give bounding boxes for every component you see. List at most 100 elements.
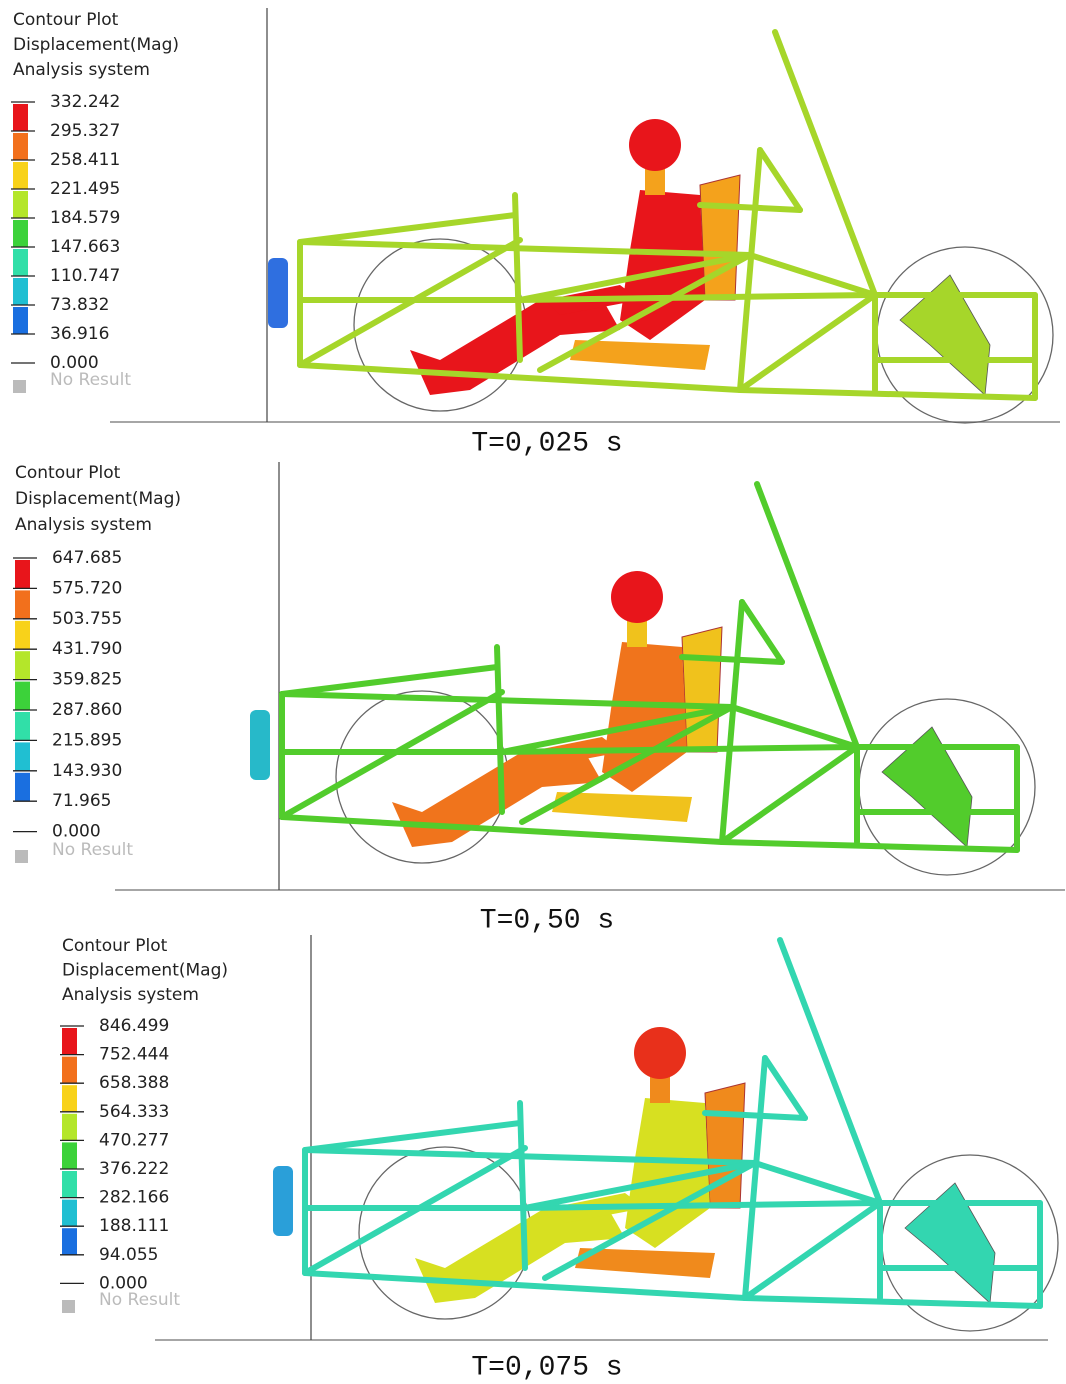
legend-title: Contour Plot: [13, 10, 119, 30]
legend-label: 359.825: [52, 670, 122, 690]
frame-tube: [722, 747, 857, 842]
legend-label: 376.222: [99, 1159, 169, 1179]
figure: Contour Plot Displacement(Mag) Analysis sy…: [0, 0, 1066, 1384]
color-swatch: [13, 249, 28, 276]
frame-tube: [745, 1203, 880, 1298]
color-swatch: [62, 1171, 77, 1198]
legend-title: Displacement(Mag): [13, 35, 179, 55]
no-result-swatch: [62, 1300, 75, 1313]
color-swatch: [62, 1114, 77, 1141]
color-swatch: [62, 1085, 77, 1112]
frame-tube: [742, 602, 782, 662]
legend-label: 658.388: [99, 1073, 169, 1093]
no-result: No Result: [50, 370, 131, 390]
vehicle: [250, 484, 1035, 875]
frame-tube: [755, 1163, 880, 1203]
no-result: No Result: [52, 840, 133, 860]
frame-tube: [745, 1058, 765, 1298]
color-swatch: [13, 162, 28, 189]
dummy-head: [611, 571, 663, 623]
time-caption: T=0,50 s: [480, 905, 614, 936]
color-swatch: [13, 220, 28, 247]
legend-label: 295.327: [50, 121, 120, 141]
color-swatch: [15, 621, 30, 649]
legend-label: 94.055: [99, 1245, 158, 1265]
frame-tube: [745, 1298, 1040, 1306]
legend-label: 0.000: [52, 822, 101, 842]
frame-tube: [305, 1123, 520, 1150]
legend-label: 287.860: [52, 700, 122, 720]
front-bumper: [250, 710, 270, 780]
legend-title: Analysis system: [15, 515, 152, 535]
vehicle: [273, 940, 1058, 1331]
legend-title: Displacement(Mag): [62, 961, 228, 981]
front-bumper: [268, 258, 288, 328]
color-swatch: [13, 307, 28, 334]
no-result: No Result: [99, 1290, 180, 1310]
color-swatch: [15, 712, 30, 740]
legend-label: 470.277: [99, 1130, 169, 1150]
color-swatch: [15, 590, 30, 618]
color-swatch: [15, 773, 30, 801]
legend-label: 846.499: [99, 1016, 169, 1036]
panel: Contour Plot Displacement(Mag) Analysis sy…: [11, 8, 1060, 459]
legend-label: 575.720: [52, 578, 122, 598]
frame-tube: [740, 390, 1035, 398]
legend-label: 184.579: [50, 208, 120, 228]
legend-label: 647.685: [52, 548, 122, 568]
color-swatch: [15, 682, 30, 710]
no-result-swatch: [15, 850, 28, 863]
legend-label: 752.444: [99, 1045, 169, 1065]
frame-tube: [750, 255, 875, 295]
legend-label: 221.495: [50, 179, 120, 199]
time-caption: T=0,025 s: [471, 428, 622, 459]
legend-title: Contour Plot: [62, 936, 168, 956]
color-swatch: [13, 191, 28, 218]
legend-label: 258.411: [50, 150, 120, 170]
frame-tube: [765, 1058, 805, 1118]
color-swatch: [13, 104, 28, 131]
frame-tube: [300, 365, 740, 390]
frame-tube: [740, 295, 875, 390]
legend-title: Contour Plot: [15, 463, 121, 483]
color-swatch: [15, 560, 30, 588]
color-swatch: [62, 1200, 77, 1227]
legend-title: Displacement(Mag): [15, 489, 181, 509]
dummy-head: [634, 1027, 686, 1079]
legend-label: 71.965: [52, 791, 111, 811]
frame-tube: [282, 667, 497, 694]
legend-label: 282.166: [99, 1188, 169, 1208]
legend-title: Analysis system: [62, 985, 199, 1005]
legend-label: 431.790: [52, 639, 122, 659]
frame-tube: [780, 940, 880, 1203]
frame-tube: [732, 707, 857, 747]
frame-tube: [722, 602, 742, 842]
color-swatch: [13, 278, 28, 305]
color-swatch: [62, 1057, 77, 1084]
legend-label: 332.242: [50, 92, 120, 112]
legend-label: 73.832: [50, 295, 109, 315]
color-swatch: [62, 1028, 77, 1055]
frame-tube: [775, 32, 875, 295]
legend-label: 147.663: [50, 237, 120, 257]
legend-label: 503.755: [52, 609, 122, 629]
frame-tube: [305, 1273, 745, 1298]
legend-label: 215.895: [52, 730, 122, 750]
legend-label: 36.916: [50, 324, 109, 344]
panel: Contour Plot Displacement(Mag) Analysis sy…: [13, 462, 1065, 936]
dummy-head: [629, 119, 681, 171]
legend-label: 110.747: [50, 266, 120, 286]
frame-tube: [740, 150, 760, 390]
color-swatch: [15, 742, 30, 770]
frame-tube: [282, 817, 722, 842]
legend-label: 564.333: [99, 1102, 169, 1122]
time-caption: T=0,075 s: [471, 1352, 622, 1383]
legend-label: 188.111: [99, 1216, 169, 1236]
front-bumper: [273, 1166, 293, 1236]
legend-title: Analysis system: [13, 60, 150, 80]
color-swatch: [62, 1142, 77, 1169]
no-result-swatch: [13, 380, 26, 393]
vehicle: [268, 32, 1053, 423]
color-swatch: [62, 1228, 77, 1255]
frame-tube: [757, 484, 857, 747]
